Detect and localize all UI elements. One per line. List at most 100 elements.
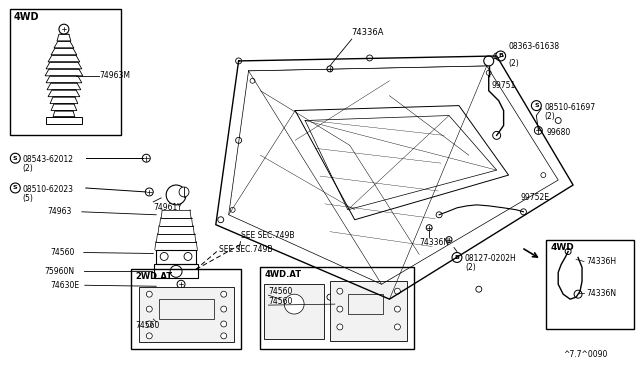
- Circle shape: [10, 153, 20, 163]
- Circle shape: [486, 70, 492, 76]
- Text: ^7.7^0090: ^7.7^0090: [563, 350, 607, 359]
- Circle shape: [10, 183, 20, 193]
- Text: 74630E: 74630E: [50, 281, 79, 290]
- Text: 4WD.AT: 4WD.AT: [264, 270, 301, 279]
- Bar: [264, 284, 324, 339]
- Circle shape: [145, 188, 153, 196]
- Bar: [330, 281, 407, 341]
- Bar: [10, 9, 122, 135]
- Text: S: S: [534, 103, 539, 108]
- Circle shape: [476, 286, 482, 292]
- Circle shape: [221, 291, 227, 297]
- Circle shape: [387, 282, 392, 287]
- Text: 74963: 74963: [47, 207, 72, 216]
- Text: 74336A: 74336A: [352, 28, 384, 37]
- Circle shape: [394, 306, 401, 312]
- Text: S: S: [13, 156, 18, 161]
- Bar: [348, 294, 383, 314]
- Text: 74961Y: 74961Y: [153, 203, 182, 212]
- Text: (2): (2): [22, 164, 33, 173]
- Bar: [547, 240, 634, 329]
- Text: 74336N: 74336N: [419, 238, 449, 247]
- Circle shape: [534, 126, 542, 134]
- Circle shape: [556, 118, 561, 124]
- Bar: [140, 287, 234, 342]
- Text: SEE SEC.749B: SEE SEC.749B: [219, 245, 272, 254]
- Text: 4WD: 4WD: [550, 243, 574, 251]
- Text: 2WD.AT: 2WD.AT: [136, 272, 173, 281]
- Text: 4WD: 4WD: [13, 12, 39, 22]
- Text: 99751: 99751: [492, 81, 516, 90]
- Circle shape: [221, 321, 227, 327]
- Circle shape: [184, 253, 192, 260]
- Circle shape: [179, 187, 189, 197]
- Text: 74560: 74560: [50, 248, 74, 257]
- Bar: [46, 116, 82, 125]
- Circle shape: [327, 294, 333, 300]
- Text: 74336N: 74336N: [586, 289, 616, 298]
- Circle shape: [394, 324, 401, 330]
- Circle shape: [230, 207, 235, 212]
- Text: B: B: [454, 255, 460, 260]
- Circle shape: [221, 333, 227, 339]
- Circle shape: [284, 294, 304, 314]
- Circle shape: [218, 217, 224, 223]
- Circle shape: [484, 56, 493, 66]
- Circle shape: [541, 173, 546, 177]
- Circle shape: [574, 290, 582, 298]
- Circle shape: [147, 321, 152, 327]
- Text: 74336H: 74336H: [586, 257, 616, 266]
- Circle shape: [160, 253, 168, 260]
- Circle shape: [452, 253, 462, 262]
- Circle shape: [142, 154, 150, 162]
- Circle shape: [166, 185, 186, 205]
- Circle shape: [337, 288, 343, 294]
- Text: 08543-62012: 08543-62012: [22, 155, 73, 164]
- Text: B: B: [498, 54, 503, 58]
- Text: 99752E: 99752E: [520, 193, 550, 202]
- Bar: [131, 269, 241, 349]
- Circle shape: [221, 306, 227, 312]
- Text: 74963M: 74963M: [100, 71, 131, 80]
- Text: SEE SEC.749B: SEE SEC.749B: [241, 231, 294, 240]
- Circle shape: [59, 24, 69, 34]
- Circle shape: [327, 66, 333, 72]
- Circle shape: [337, 306, 343, 312]
- Text: (5): (5): [22, 194, 33, 203]
- Circle shape: [394, 288, 401, 294]
- Bar: [159, 299, 214, 319]
- Bar: [260, 267, 414, 349]
- Circle shape: [493, 53, 500, 59]
- Circle shape: [531, 101, 541, 110]
- Circle shape: [520, 209, 527, 215]
- Circle shape: [337, 324, 343, 330]
- Text: 74560: 74560: [268, 297, 292, 306]
- Circle shape: [147, 291, 152, 297]
- Text: S: S: [13, 186, 18, 190]
- Circle shape: [147, 333, 152, 339]
- Circle shape: [565, 248, 571, 254]
- Text: 08363-61638: 08363-61638: [509, 42, 560, 51]
- Circle shape: [147, 306, 152, 312]
- Text: 08127-0202H: 08127-0202H: [465, 254, 516, 263]
- Text: 99680: 99680: [547, 128, 570, 137]
- Text: (2): (2): [544, 112, 555, 121]
- Bar: [156, 250, 196, 264]
- Circle shape: [177, 280, 185, 288]
- Text: 08510-61697: 08510-61697: [544, 103, 595, 112]
- Circle shape: [367, 55, 372, 61]
- Circle shape: [426, 225, 432, 231]
- Text: 75960N: 75960N: [44, 267, 74, 276]
- Text: 74560: 74560: [268, 287, 292, 296]
- Circle shape: [493, 131, 500, 140]
- Circle shape: [236, 58, 241, 64]
- Circle shape: [446, 237, 452, 243]
- Circle shape: [436, 212, 442, 218]
- Bar: [154, 264, 198, 278]
- Circle shape: [495, 51, 506, 61]
- Text: (2): (2): [465, 263, 476, 272]
- Circle shape: [170, 265, 182, 277]
- Text: 08510-62023: 08510-62023: [22, 185, 73, 194]
- Text: 74560: 74560: [136, 321, 160, 330]
- Circle shape: [236, 137, 241, 143]
